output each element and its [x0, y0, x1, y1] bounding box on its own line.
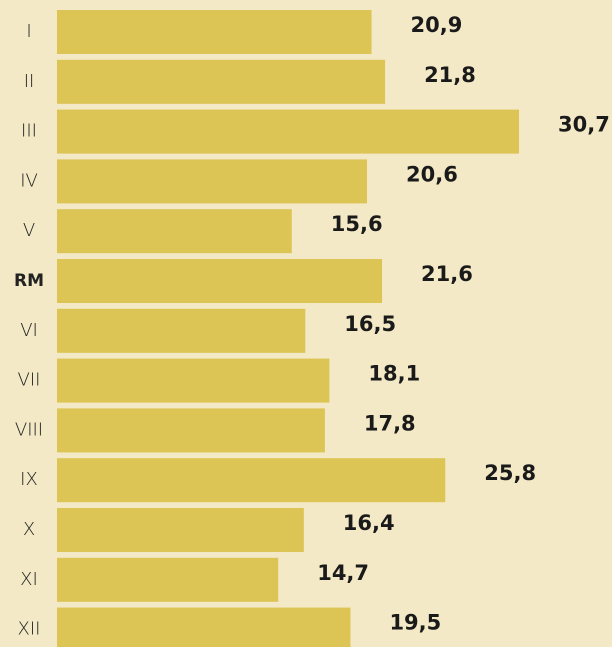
bar: [57, 109, 519, 154]
value-label: 14,7: [317, 561, 369, 585]
bar: [57, 259, 383, 303]
category-label: RM: [14, 271, 44, 291]
category-label: IV: [20, 170, 38, 191]
category-label: VI: [20, 320, 38, 341]
value-label: 20,9: [411, 13, 463, 37]
category-label: III: [21, 121, 37, 142]
bar: [57, 159, 368, 204]
category-label: V: [23, 220, 35, 241]
category-label: XI: [20, 569, 38, 590]
value-label: 16,5: [344, 312, 396, 336]
category-label: II: [24, 71, 35, 92]
value-label: 25,8: [484, 461, 536, 485]
bar: [57, 557, 279, 602]
category-label: I: [26, 21, 31, 42]
value-label: 20,6: [406, 162, 458, 186]
category-label: XII: [18, 619, 41, 640]
value-label: 21,8: [424, 63, 476, 87]
value-label: 16,4: [343, 511, 395, 535]
bar: [57, 408, 325, 453]
bar: [57, 308, 306, 353]
value-label: 21,6: [421, 262, 473, 286]
bar: [57, 508, 304, 552]
bar: [57, 607, 351, 647]
bar: [57, 10, 372, 54]
category-label: IX: [20, 469, 38, 490]
value-label: 15,6: [331, 212, 383, 236]
bar: [57, 358, 330, 403]
value-label: 19,5: [389, 611, 441, 635]
category-label: X: [23, 519, 35, 540]
value-label: 30,7: [558, 113, 610, 137]
bar: [57, 59, 386, 104]
value-label: 18,1: [368, 362, 420, 386]
value-label: 17,8: [364, 411, 416, 435]
bar: [57, 209, 292, 254]
category-label: VIII: [15, 419, 43, 440]
category-label: VII: [18, 370, 41, 391]
bar: [57, 458, 446, 503]
